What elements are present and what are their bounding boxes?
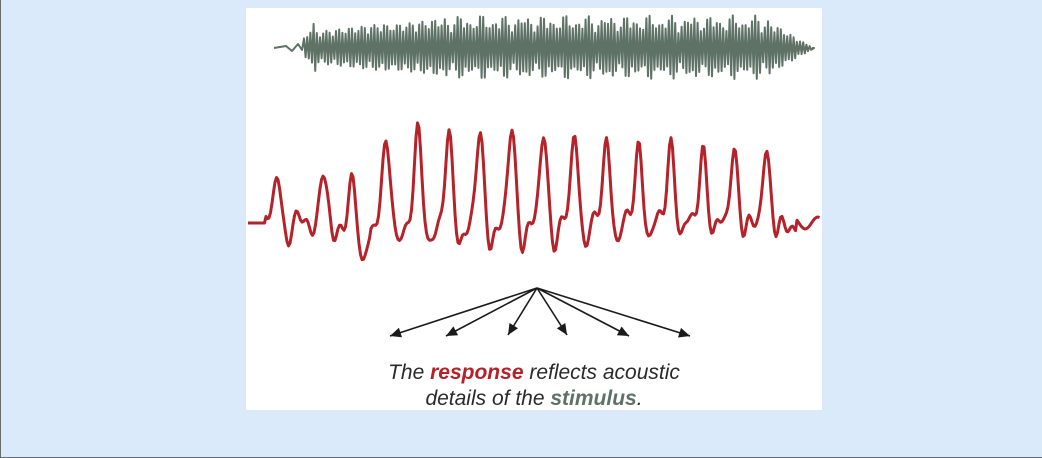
stimulus-waveform xyxy=(273,14,815,80)
arrow-line-6 xyxy=(536,287,691,337)
caption-text-1: The xyxy=(388,361,431,384)
response-waveform xyxy=(248,121,821,262)
caption-keyword-stimulus: stimulus xyxy=(550,387,637,410)
arrowhead-1 xyxy=(390,327,402,338)
arrowhead-6 xyxy=(678,327,690,338)
arrowhead-5 xyxy=(616,326,629,336)
caption-text-2: reflects acoustic xyxy=(523,361,680,384)
arrowhead-3 xyxy=(508,323,518,335)
arrowhead-2 xyxy=(446,326,459,336)
arrow-line-2 xyxy=(445,287,538,337)
arrowhead-4 xyxy=(556,323,567,335)
caption-text-4: . xyxy=(636,387,643,410)
caption: The response reflects acoustic details o… xyxy=(246,360,822,412)
arrow-line-5 xyxy=(536,287,630,337)
figure-svg xyxy=(248,14,821,338)
caption-keyword-response: response xyxy=(430,361,524,384)
arrow-fan xyxy=(389,287,691,338)
caption-text-3: details of the xyxy=(425,387,551,410)
arrow-line-1 xyxy=(389,287,538,337)
figure-panel: The response reflects acoustic details o… xyxy=(246,8,822,410)
